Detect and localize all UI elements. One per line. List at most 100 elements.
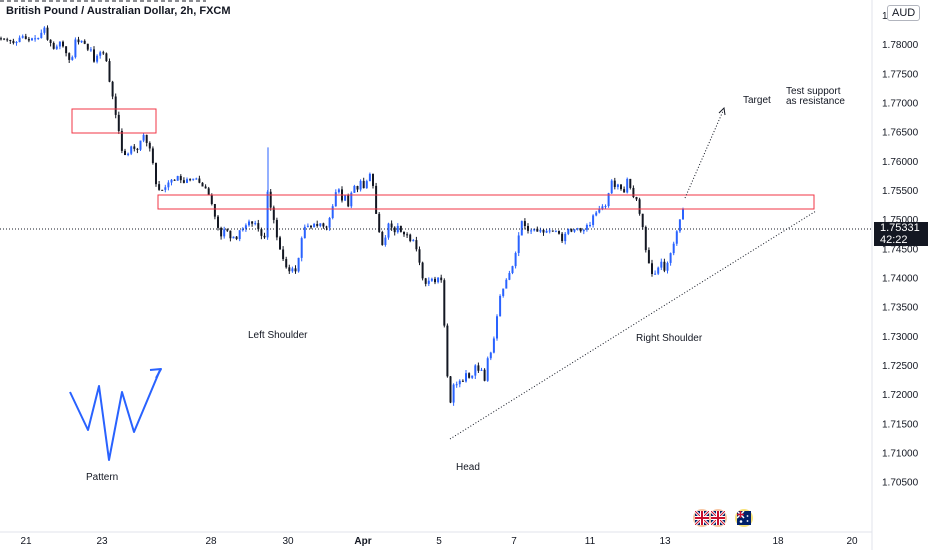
candle-body — [217, 216, 219, 228]
price-tick-label: 1.78000 — [882, 40, 919, 51]
candle-body — [644, 227, 647, 251]
candle-body — [223, 229, 226, 237]
candle-body — [114, 96, 117, 115]
price-tick-label: 1.71000 — [882, 448, 919, 459]
candle-body — [71, 57, 74, 60]
candle-body — [40, 32, 43, 38]
candle-body — [182, 180, 185, 183]
candle-body — [313, 223, 316, 228]
candle-body — [99, 52, 102, 56]
candle-body — [548, 230, 551, 232]
price-tick-label: 1.70500 — [882, 478, 919, 489]
uk-flag-icon[interactable] — [709, 509, 727, 527]
bar-countdown: 42:22 — [880, 234, 908, 246]
trendline[interactable] — [449, 210, 817, 440]
candle-body — [505, 279, 508, 289]
candle-body — [195, 178, 198, 180]
candle-body — [589, 224, 591, 226]
current-price-tag: 1.75331 42:22 — [874, 222, 928, 246]
candle-body — [248, 221, 250, 226]
candle-body — [582, 229, 585, 232]
candle-body — [300, 238, 303, 258]
candle-body — [616, 184, 619, 187]
candle-body — [124, 150, 126, 155]
candle-body — [207, 188, 210, 195]
candle-body — [158, 184, 161, 190]
annotation-target: Target — [743, 95, 771, 106]
candle-body — [514, 252, 517, 267]
candle-body — [148, 142, 151, 149]
candle-body — [62, 41, 64, 47]
candle-body — [294, 268, 297, 272]
candle-body — [21, 36, 24, 38]
candle-body — [291, 268, 294, 272]
candle-body — [139, 140, 142, 150]
candle-body — [657, 267, 660, 274]
candle-body — [554, 230, 557, 232]
candle-body — [89, 49, 92, 51]
candle-body — [672, 243, 675, 254]
candle-body — [161, 189, 164, 191]
candle-body — [421, 262, 424, 279]
candle-body — [350, 192, 353, 207]
candle-body — [6, 39, 9, 41]
candle-body — [449, 376, 452, 403]
candle-body — [536, 228, 539, 232]
australia-flag-icon[interactable] — [735, 509, 753, 527]
candle-body — [527, 226, 529, 231]
price-tick-label: 1.72000 — [882, 390, 919, 401]
candle-body — [74, 39, 77, 58]
price-tick-label: 1.76000 — [882, 157, 919, 168]
candle-body — [288, 267, 291, 272]
candle-body — [362, 180, 365, 189]
pattern-zigzag[interactable] — [69, 369, 161, 461]
candle-body — [204, 186, 207, 189]
time-tick-label: 13 — [659, 536, 671, 547]
resistance-zone-upper[interactable] — [71, 108, 157, 134]
candle-body — [108, 61, 111, 82]
candle-body — [80, 40, 83, 43]
candle-body — [12, 40, 15, 44]
candle-body — [173, 179, 176, 181]
target-arrow-head — [718, 106, 726, 116]
candle-body — [675, 231, 678, 244]
candle-body — [390, 223, 393, 228]
candle-body — [579, 228, 582, 232]
candle-body — [55, 46, 58, 49]
neckline-zone[interactable] — [157, 194, 815, 210]
price-tick-label: 1.75000 — [882, 215, 919, 226]
candle-body — [344, 195, 347, 201]
candle-body — [167, 182, 170, 188]
candle-body — [334, 192, 337, 207]
candle-body — [279, 237, 281, 250]
candle-body — [263, 235, 266, 238]
candle-body — [368, 173, 371, 182]
time-tick-label: Apr — [354, 536, 371, 547]
candle-body — [213, 203, 216, 217]
candle-body — [272, 207, 275, 220]
time-tick-label: 5 — [436, 536, 442, 547]
candle-body — [412, 240, 415, 242]
candle-body — [387, 223, 390, 238]
candle-body — [34, 38, 37, 40]
candle-body — [595, 212, 598, 216]
candle-body — [331, 206, 334, 218]
candle-body — [430, 278, 433, 281]
candle-body — [635, 196, 638, 200]
candle-body — [381, 231, 384, 245]
price-axis[interactable]: 1.785001.780001.775001.770001.765001.760… — [882, 11, 919, 489]
time-axis[interactable]: 21 23 28 30 Apr 5 7 11 13 18 20 — [20, 536, 858, 547]
currency-badge[interactable]: AUD — [887, 5, 921, 21]
annotation-left-shoulder: Left Shoulder — [248, 330, 308, 341]
candle-body — [406, 234, 409, 236]
candle-body — [647, 250, 650, 264]
candle-body — [9, 40, 12, 42]
candle-body — [251, 221, 254, 224]
candle-body — [530, 230, 533, 232]
candle-body — [641, 213, 644, 228]
target-arrow-line[interactable] — [684, 110, 724, 199]
candle-body — [375, 185, 378, 214]
candle-body — [458, 380, 461, 385]
candle-body — [31, 38, 33, 41]
